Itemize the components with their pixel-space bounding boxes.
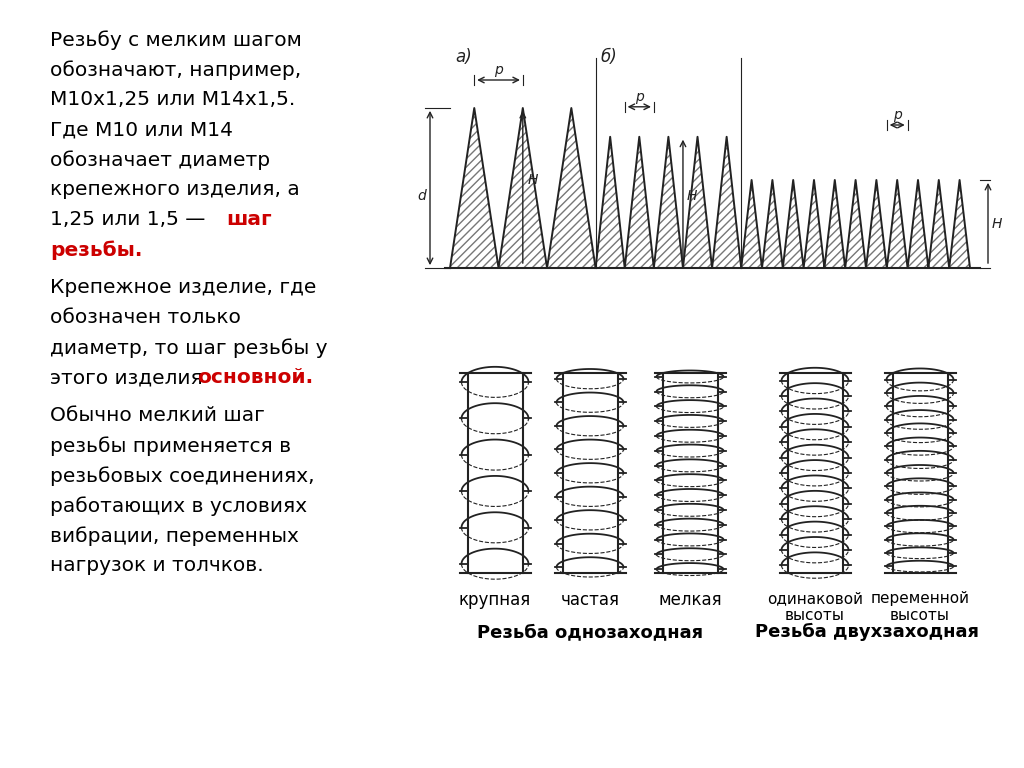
Text: крупная: крупная bbox=[459, 591, 531, 609]
Text: обозначает диаметр: обозначает диаметр bbox=[50, 150, 270, 170]
Text: Резьба однозаходная: Резьба однозаходная bbox=[477, 623, 703, 641]
Text: М10х1,25 или М14х1,5.: М10х1,25 или М14х1,5. bbox=[50, 90, 295, 109]
Text: Обычно мелкий шаг: Обычно мелкий шаг bbox=[50, 406, 265, 425]
Text: мелкая: мелкая bbox=[658, 591, 722, 609]
Text: одинаковой
высоты: одинаковой высоты bbox=[767, 591, 863, 624]
Text: крепежного изделия, а: крепежного изделия, а bbox=[50, 180, 300, 199]
Text: Н: Н bbox=[992, 217, 1002, 231]
Text: резьбовых соединениях,: резьбовых соединениях, bbox=[50, 466, 314, 485]
Text: основной.: основной. bbox=[197, 368, 313, 387]
Text: б): б) bbox=[601, 48, 617, 66]
Text: Н: Н bbox=[687, 189, 697, 203]
Text: d: d bbox=[418, 189, 426, 203]
Text: Резьба двухзаходная: Резьба двухзаходная bbox=[755, 623, 979, 641]
Text: шаг: шаг bbox=[226, 210, 271, 229]
Text: этого изделия: этого изделия bbox=[50, 368, 209, 387]
Text: р: р bbox=[495, 63, 503, 77]
Text: а): а) bbox=[455, 48, 472, 66]
Text: вибрации, переменных: вибрации, переменных bbox=[50, 526, 299, 546]
Text: Где М10 или М14: Где М10 или М14 bbox=[50, 120, 233, 139]
Text: Резьбу с мелким шагом: Резьбу с мелким шагом bbox=[50, 30, 302, 50]
Text: диаметр, то шаг резьбы у: диаметр, то шаг резьбы у bbox=[50, 338, 328, 358]
Text: Н: Н bbox=[527, 173, 539, 187]
Text: р: р bbox=[893, 108, 901, 122]
Text: частая: частая bbox=[560, 591, 620, 609]
Text: 1,25 или 1,5 —: 1,25 или 1,5 — bbox=[50, 210, 212, 229]
Text: обозначают, например,: обозначают, например, bbox=[50, 60, 301, 80]
Text: резьбы.: резьбы. bbox=[50, 240, 142, 260]
Text: Крепежное изделие, где: Крепежное изделие, где bbox=[50, 278, 316, 297]
Text: нагрузок и толчков.: нагрузок и толчков. bbox=[50, 556, 263, 575]
Text: резьбы применяется в: резьбы применяется в bbox=[50, 436, 291, 455]
Text: переменной
высоты: переменной высоты bbox=[870, 591, 970, 624]
Text: р: р bbox=[635, 90, 644, 104]
Text: работающих в условиях: работающих в условиях bbox=[50, 496, 307, 515]
Text: обозначен только: обозначен только bbox=[50, 308, 241, 327]
